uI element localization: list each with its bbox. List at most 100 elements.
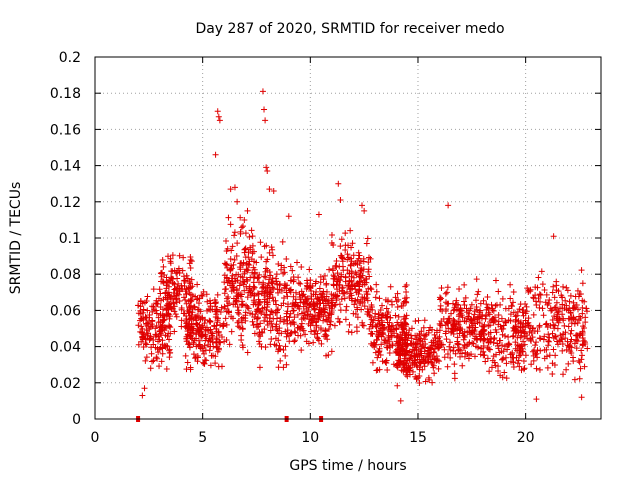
data-point [400,316,407,323]
data-point [579,332,586,339]
data-point [451,375,458,382]
data-point [206,317,213,324]
data-point [325,315,332,322]
data-point [517,352,524,359]
data-point [394,332,401,339]
data-point [379,302,386,309]
data-point [322,327,329,334]
data-point [465,313,472,320]
data-point [182,352,189,359]
data-point [166,313,173,320]
data-point [360,258,367,265]
data-point [486,311,493,318]
data-point [329,267,336,274]
data-point [286,338,293,345]
data-point [339,263,346,270]
data-point [529,348,536,355]
data-point [313,288,320,295]
data-point [422,333,429,340]
data-point [544,364,551,371]
data-point [536,304,543,311]
data-point [378,341,385,348]
data-point [456,346,463,353]
data-point [239,301,246,308]
data-point [438,284,445,291]
x-tick-label: 10 [301,430,319,446]
data-point [507,295,514,302]
data-point [233,253,240,260]
y-tick-label: 0.18 [50,86,81,102]
data-point [386,319,393,326]
data-point [237,266,244,273]
data-point [251,269,258,276]
data-point [573,345,580,352]
data-point [218,304,225,311]
data-point [169,275,176,282]
data-point [305,304,312,311]
data-point [578,267,585,274]
data-point [325,325,332,332]
data-point [403,352,410,359]
data-point [207,343,214,350]
data-point [167,300,174,307]
data-point [432,335,439,342]
data-point [183,291,190,298]
data-point [261,317,268,324]
data-point [168,305,175,312]
data-point [318,294,325,301]
data-point [549,330,556,337]
data-point [198,292,205,299]
data-point [530,357,537,364]
data-point [348,273,355,280]
data-point [405,331,412,338]
data-point [143,327,150,334]
data-point [291,328,298,335]
data-point [444,284,451,291]
data-point [312,312,319,319]
data-point [374,336,381,343]
data-point [498,342,505,349]
data-point [187,366,194,373]
data-point [357,300,364,307]
data-point [497,337,504,344]
data-point [165,253,172,260]
data-point [185,324,192,331]
data-point [491,317,498,324]
data-point [288,277,295,284]
data-point [157,311,164,318]
data-point [286,332,293,339]
data-point [339,254,346,261]
data-point [350,252,357,259]
data-point [393,326,400,333]
data-point [269,246,276,253]
data-point [542,321,549,328]
data-point [303,305,310,312]
data-point [379,330,386,337]
data-point [280,295,287,302]
data-point [217,339,224,346]
data-point [254,290,261,297]
data-point [339,284,346,291]
data-point [291,337,298,344]
data-point [300,327,307,334]
data-point [274,327,281,334]
data-point [276,345,283,352]
data-point [375,311,382,318]
data-point [267,341,274,348]
data-point [403,369,410,376]
data-point [517,319,524,326]
data-point [520,358,527,365]
data-point [510,288,517,295]
data-point [149,308,156,315]
data-point [162,289,169,296]
data-point [156,328,163,335]
data-point [159,278,166,285]
data-point [223,248,230,255]
data-point [158,270,165,277]
data-point [256,298,263,305]
data-point [180,254,187,261]
data-point [324,318,331,325]
data-point [317,279,324,286]
data-point [170,289,177,296]
data-point [551,362,558,369]
